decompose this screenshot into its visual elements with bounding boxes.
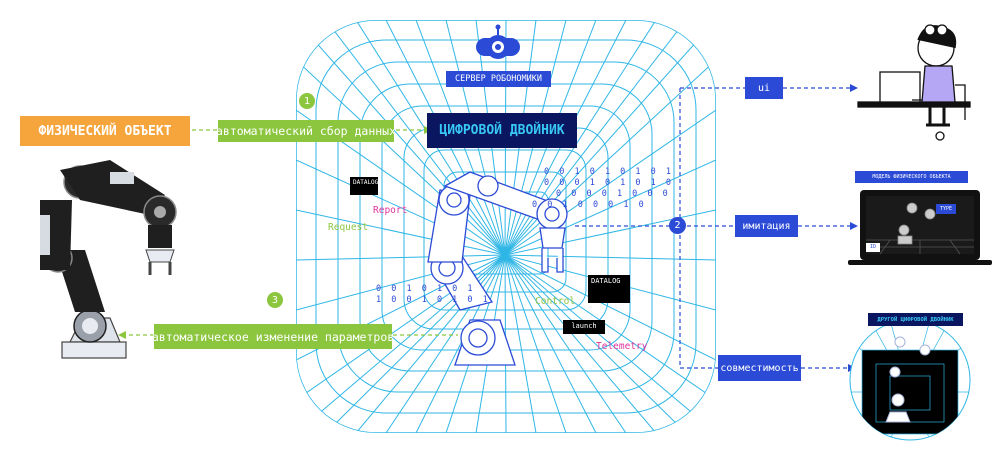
auto-collect-box: автоматический сбор данных [216, 120, 396, 142]
binary-left-line-1: 0 0 1 0 1 0 1 [376, 284, 476, 294]
laptop-model-illustration [848, 190, 992, 265]
binary-top-line-3: 0 0 0 0 1 0 0 0 [556, 189, 671, 199]
model-type-tag: TYPE [939, 206, 953, 212]
binary-top-line-1: 0 0 1 0 1 0 1 0 1 [544, 167, 674, 177]
request-label: Request [328, 222, 369, 233]
auto-change-box: автоматическое изменение параметров [152, 324, 394, 349]
telemetry-label: Telemetry [596, 341, 648, 352]
server-label: СЕРВЕР РОБОНОМИКИ [446, 71, 551, 87]
report-label: Report [373, 205, 408, 216]
datalog-terminal-small: DATALOG [350, 177, 378, 195]
other-twin-title: ДРУГОЙ ЦИФРОВОЙ ДВОЙНИК [868, 313, 963, 326]
datalog-terminal-large: DATALOG [588, 275, 630, 303]
launch-terminal: launch [563, 320, 605, 334]
imitation-output-box: имитация [735, 215, 798, 237]
server-robot-icon [476, 24, 520, 59]
model-card-title: МОДЕЛЬ ФИЗИЧЕСКОГО ОБЪЕКТА [855, 171, 968, 183]
model-id-tag: ID [869, 244, 877, 250]
binary-top-line-4: 0 0 1 0 0 0 1 0 [532, 200, 647, 210]
other-twin-illustration [849, 319, 971, 441]
physical-object-box: ФИЗИЧЕСКИЙ ОБЪЕКТ [20, 116, 190, 146]
step-2-badge: 2 [669, 217, 686, 234]
physical-robot-arm [40, 160, 177, 359]
person-at-laptop-illustration [857, 24, 971, 141]
twin-robot-arm [427, 171, 568, 366]
control-label: Control [535, 296, 576, 307]
compatibility-output-box: совместимость [718, 355, 801, 381]
digital-twin-box: ЦИФРОВОЙ ДВОЙНИК [427, 113, 577, 148]
step-3-badge: 3 [267, 292, 283, 308]
ui-output-box: ui [745, 77, 783, 99]
step-1-badge: 1 [299, 93, 315, 109]
binary-left-line-2: 1 0 0 1 0 1 0 1 [376, 295, 491, 305]
binary-top-line-2: 0 0 0 1 0 1 0 1 0 [544, 178, 674, 188]
